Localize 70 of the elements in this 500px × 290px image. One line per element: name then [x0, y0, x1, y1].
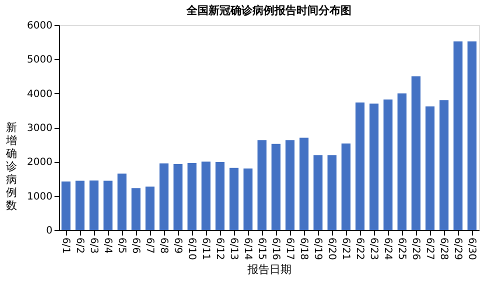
y-tick-label: 0: [46, 226, 52, 236]
bar: [454, 41, 462, 230]
x-tick-label: 6/20: [326, 238, 337, 260]
bar: [412, 76, 420, 230]
bar: [272, 144, 280, 230]
bar: [342, 144, 350, 230]
bar: [90, 180, 98, 230]
bar: [300, 138, 308, 230]
x-tick-label: 6/3: [88, 238, 99, 254]
bar: [146, 186, 154, 230]
x-tick-label: 6/10: [186, 238, 197, 260]
bar: [468, 41, 476, 230]
x-tick-label: 6/7: [144, 238, 155, 254]
x-tick-label: 6/6: [130, 238, 141, 254]
x-tick-label: 6/30: [466, 238, 477, 260]
bar: [328, 155, 336, 230]
x-tick-label: 6/23: [368, 238, 379, 260]
y-tick-label: 5000: [27, 54, 52, 66]
x-tick-label: 6/19: [312, 238, 323, 260]
x-tick-label: 6/4: [102, 238, 113, 254]
x-tick-label: 6/2: [74, 238, 85, 254]
x-tick-label: 6/29: [452, 238, 463, 260]
bar: [216, 162, 224, 230]
bar: [230, 168, 238, 230]
y-tick-label: 2000: [27, 157, 52, 168]
x-axis-title: 报告日期: [246, 262, 292, 276]
bar: [132, 188, 140, 230]
x-tick-label: 6/27: [424, 238, 435, 260]
x-tick-label: 6/9: [172, 238, 183, 254]
y-tick-label: 3000: [27, 123, 52, 134]
bar: [160, 163, 168, 230]
bar: [76, 180, 84, 230]
chart-title: 全国新冠确诊病例报告时间分布图: [186, 4, 352, 17]
x-tick-label: 6/13: [228, 238, 239, 260]
bar: [174, 164, 182, 230]
x-tick-label: 6/8: [158, 238, 169, 254]
x-tick-label: 6/1: [60, 238, 71, 254]
x-tick-label: 6/22: [354, 238, 365, 260]
y-tick-label: 6000: [27, 20, 52, 32]
bar: [202, 162, 210, 230]
x-tick-label: 6/15: [256, 238, 267, 260]
bar: [244, 168, 252, 230]
x-tick-label: 6/26: [410, 238, 421, 260]
bar: [118, 174, 126, 230]
y-tick-label: 1000: [27, 191, 52, 202]
bar: [104, 180, 112, 230]
bar: [440, 100, 448, 230]
bar: [384, 99, 392, 230]
x-tick-label: 6/12: [214, 238, 225, 260]
x-tick-label: 6/11: [200, 238, 211, 260]
bar: [62, 181, 70, 230]
bar: [286, 140, 294, 230]
y-tick-label: 4000: [27, 88, 52, 100]
x-tick-label: 6/14: [242, 238, 253, 260]
x-tick-label: 6/16: [270, 238, 281, 260]
bar: [258, 140, 266, 230]
bar: [370, 104, 378, 230]
x-tick-label: 6/21: [340, 238, 351, 260]
x-tick-label: 6/5: [116, 238, 127, 254]
bar: [426, 106, 434, 230]
bar: [188, 163, 196, 230]
x-tick-label: 6/28: [438, 238, 449, 260]
x-tick-label: 6/25: [396, 238, 407, 260]
bar: [314, 155, 322, 230]
y-axis-title: 新增确诊病例数: [5, 121, 17, 212]
x-tick-label: 6/17: [284, 238, 295, 260]
bar: [398, 93, 406, 230]
x-tick-label: 6/18: [298, 238, 309, 260]
x-tick-label: 6/24: [382, 238, 393, 260]
bar: [356, 102, 364, 230]
